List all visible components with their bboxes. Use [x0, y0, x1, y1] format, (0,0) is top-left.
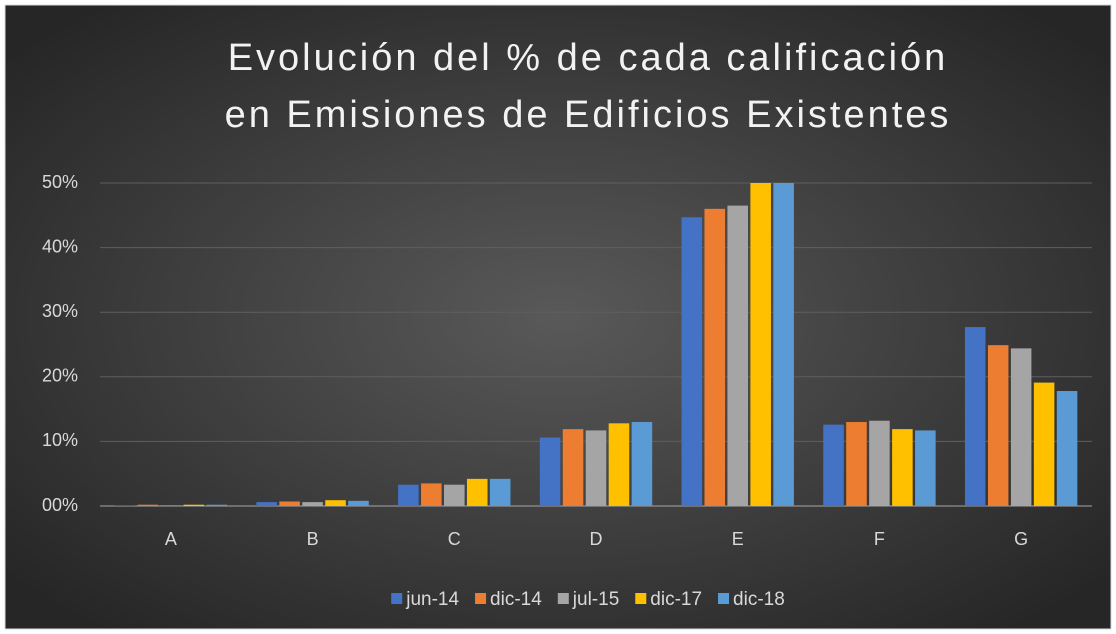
- chart-title: en Emisiones de Edificios Existentes: [225, 94, 952, 136]
- bar: [279, 501, 300, 506]
- bar: [631, 422, 653, 506]
- bar: [915, 430, 936, 506]
- bar: [348, 500, 369, 506]
- x-tick-label: E: [732, 529, 744, 549]
- bar: [539, 437, 561, 506]
- bar: [1056, 391, 1078, 506]
- legend-swatch: [475, 593, 487, 604]
- bar: [160, 505, 182, 506]
- chart-title: Evolución del % de cada calificación: [228, 37, 949, 79]
- bar: [114, 505, 136, 506]
- bar: [398, 484, 419, 506]
- y-tick-label: 10%: [42, 430, 78, 450]
- x-tick-label: B: [307, 529, 319, 549]
- bar: [869, 420, 890, 506]
- y-tick-label: 50%: [42, 172, 78, 192]
- y-tick-label: 20%: [42, 366, 78, 386]
- bar: [489, 478, 511, 506]
- bar: [964, 327, 986, 506]
- bar: [562, 429, 584, 506]
- y-tick-label: 30%: [42, 301, 78, 321]
- bar: [325, 500, 346, 506]
- legend-swatch: [557, 593, 569, 604]
- legend-label: dic-14: [490, 589, 542, 610]
- bar: [773, 183, 794, 506]
- bar: [444, 484, 465, 506]
- bar: [466, 478, 488, 506]
- x-tick-label: C: [448, 529, 461, 549]
- bar: [1010, 348, 1032, 506]
- x-tick-label: D: [590, 529, 603, 549]
- bar: [892, 429, 913, 506]
- bar: [302, 502, 323, 506]
- bar: [750, 183, 771, 506]
- x-tick-label: A: [165, 529, 177, 549]
- bar: [608, 423, 630, 506]
- chart-background: [4, 4, 1112, 630]
- bar: [727, 205, 748, 507]
- legend-label: jul-15: [572, 589, 619, 610]
- bar: [206, 504, 228, 506]
- y-tick-label: 40%: [42, 236, 78, 256]
- bar: [585, 430, 607, 506]
- bar: [421, 483, 442, 506]
- bar: [183, 504, 205, 506]
- legend-label: dic-17: [650, 589, 702, 610]
- x-tick-label: F: [874, 529, 885, 549]
- bar: [704, 208, 726, 506]
- x-tick-label: G: [1014, 529, 1028, 549]
- legend-swatch: [718, 593, 730, 604]
- bar: [823, 424, 844, 506]
- bar: [681, 217, 703, 506]
- legend-swatch: [635, 593, 647, 604]
- bar: [137, 504, 159, 506]
- legend-label: dic-18: [733, 589, 785, 610]
- bar: [1033, 382, 1055, 506]
- legend-swatch: [391, 593, 403, 604]
- bar: [846, 422, 867, 506]
- bar: [987, 345, 1009, 506]
- bar: [256, 502, 277, 506]
- y-tick-label: 00%: [42, 495, 78, 515]
- legend-label: jun-14: [405, 589, 459, 610]
